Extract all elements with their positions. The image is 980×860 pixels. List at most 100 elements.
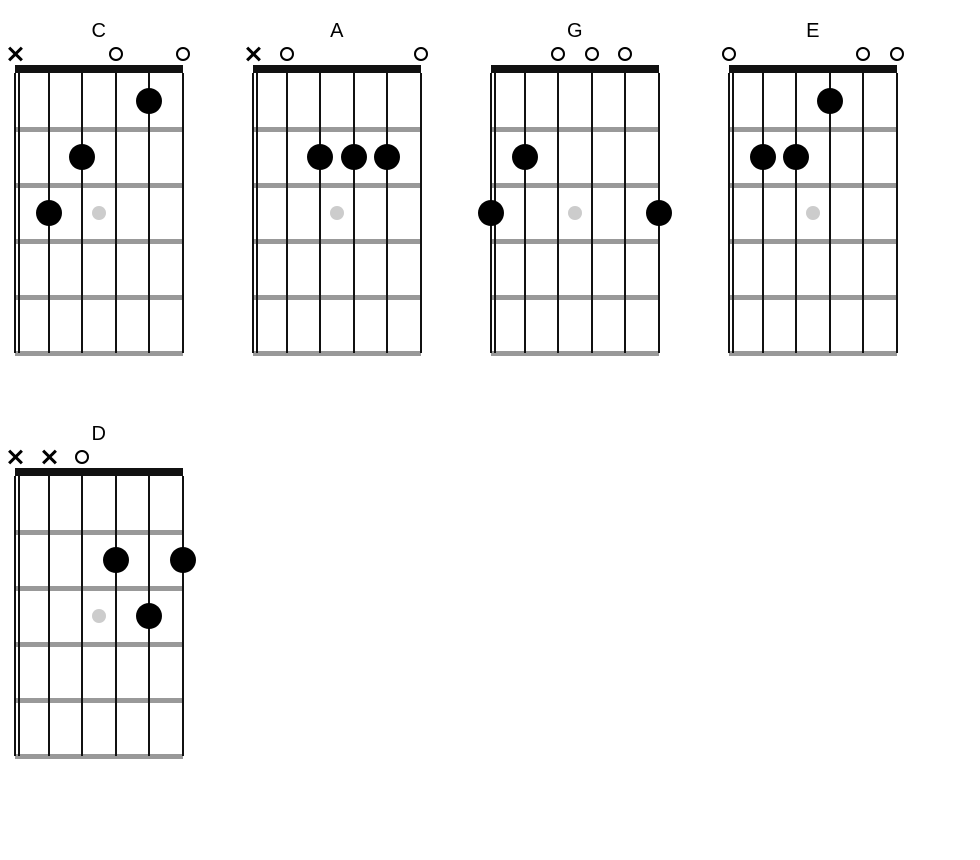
string-line bbox=[182, 476, 184, 756]
fretboard bbox=[491, 65, 659, 353]
chord-diagram: G bbox=[491, 20, 659, 353]
string-line bbox=[81, 476, 83, 756]
string-line bbox=[14, 73, 16, 353]
open-marker bbox=[551, 47, 565, 61]
finger-dot bbox=[750, 144, 776, 170]
chord-name: A bbox=[253, 20, 421, 43]
fretboard bbox=[15, 65, 183, 353]
string-line bbox=[829, 73, 831, 353]
open-mute-row bbox=[253, 47, 421, 65]
fret-line bbox=[15, 754, 183, 759]
chord-name: E bbox=[729, 20, 897, 43]
open-marker bbox=[890, 47, 904, 61]
finger-dot bbox=[307, 144, 333, 170]
fret-inlay bbox=[92, 609, 106, 623]
fret-line bbox=[253, 127, 421, 132]
finger-dot bbox=[69, 144, 95, 170]
string-line bbox=[420, 73, 422, 353]
string-line bbox=[252, 73, 254, 353]
string-line bbox=[386, 73, 388, 353]
string-line bbox=[862, 73, 864, 353]
finger-dot bbox=[478, 200, 504, 226]
chord-name: G bbox=[491, 20, 659, 43]
string-line bbox=[353, 73, 355, 353]
open-marker bbox=[618, 47, 632, 61]
fret-line bbox=[253, 239, 421, 244]
fret-inlay bbox=[568, 206, 582, 220]
fret-line bbox=[15, 295, 183, 300]
fret-line bbox=[729, 183, 897, 188]
fretboard bbox=[729, 65, 897, 353]
open-mute-row bbox=[491, 47, 659, 65]
string-line bbox=[896, 73, 898, 353]
fret-line bbox=[729, 127, 897, 132]
fret-line bbox=[491, 183, 659, 188]
finger-dot bbox=[646, 200, 672, 226]
finger-dot bbox=[136, 88, 162, 114]
fret-inlay bbox=[92, 206, 106, 220]
string-line bbox=[319, 73, 321, 353]
finger-dot bbox=[36, 200, 62, 226]
finger-dot bbox=[783, 144, 809, 170]
mute-marker bbox=[42, 450, 56, 464]
finger-dot bbox=[374, 144, 400, 170]
chord-diagram: D bbox=[15, 423, 183, 756]
mute-marker bbox=[8, 47, 22, 61]
fret-line bbox=[491, 295, 659, 300]
string-line bbox=[115, 476, 117, 756]
chord-diagram: C bbox=[15, 20, 183, 353]
chord-name: C bbox=[15, 20, 183, 43]
chord-grid: C A G E D bbox=[15, 20, 965, 756]
fretboard bbox=[15, 468, 183, 756]
mute-marker bbox=[8, 450, 22, 464]
chord-name: D bbox=[15, 423, 183, 446]
open-marker bbox=[280, 47, 294, 61]
fret-line bbox=[253, 295, 421, 300]
string-line bbox=[591, 73, 593, 353]
open-mute-row bbox=[729, 47, 897, 65]
open-marker bbox=[109, 47, 123, 61]
open-marker bbox=[75, 450, 89, 464]
string-line bbox=[728, 73, 730, 353]
string-line bbox=[524, 73, 526, 353]
mute-marker bbox=[246, 47, 260, 61]
fret-inlay bbox=[806, 206, 820, 220]
finger-dot bbox=[103, 547, 129, 573]
fretboard bbox=[253, 65, 421, 353]
fret-inlay bbox=[330, 206, 344, 220]
open-marker bbox=[176, 47, 190, 61]
string-line bbox=[557, 73, 559, 353]
finger-dot bbox=[817, 88, 843, 114]
string-line bbox=[182, 73, 184, 353]
chord-diagram: A bbox=[253, 20, 421, 353]
open-marker bbox=[856, 47, 870, 61]
fret-line bbox=[253, 183, 421, 188]
string-line bbox=[48, 476, 50, 756]
string-line bbox=[624, 73, 626, 353]
string-line bbox=[795, 73, 797, 353]
fret-line bbox=[15, 127, 183, 132]
fret-line bbox=[15, 698, 183, 703]
string-line bbox=[81, 73, 83, 353]
finger-dot bbox=[170, 547, 196, 573]
finger-dot bbox=[341, 144, 367, 170]
open-marker bbox=[414, 47, 428, 61]
string-line bbox=[115, 73, 117, 353]
fret-line bbox=[15, 642, 183, 647]
fret-line bbox=[729, 351, 897, 356]
fret-line bbox=[15, 586, 183, 591]
finger-dot bbox=[512, 144, 538, 170]
fret-line bbox=[491, 127, 659, 132]
open-marker bbox=[585, 47, 599, 61]
open-marker bbox=[722, 47, 736, 61]
fret-line bbox=[15, 530, 183, 535]
fret-line bbox=[491, 351, 659, 356]
fret-line bbox=[15, 351, 183, 356]
fret-line bbox=[15, 183, 183, 188]
fret-line bbox=[491, 239, 659, 244]
fret-line bbox=[15, 239, 183, 244]
fret-line bbox=[253, 351, 421, 356]
string-line bbox=[14, 476, 16, 756]
finger-dot bbox=[136, 603, 162, 629]
fret-line bbox=[729, 295, 897, 300]
